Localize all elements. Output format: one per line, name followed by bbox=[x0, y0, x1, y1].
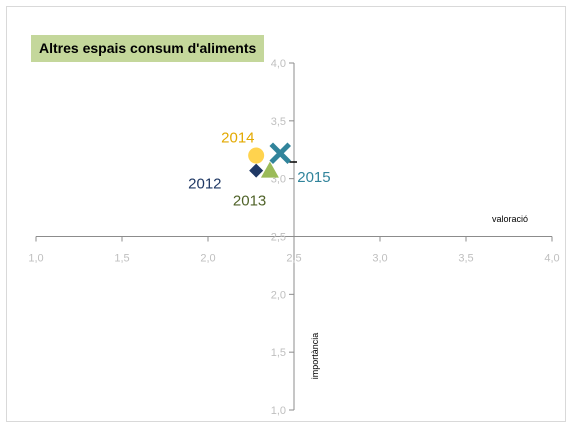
y-tick-label: 3,5 bbox=[271, 116, 286, 128]
data-label-2014: 2014 bbox=[221, 130, 254, 147]
y-tick-label: 1,5 bbox=[271, 347, 286, 359]
y-tick-label: 2,5 bbox=[271, 232, 286, 244]
y-axis-title: importància bbox=[310, 333, 320, 380]
y-tick-label: 2,0 bbox=[271, 289, 286, 301]
x-axis-title: valoració bbox=[492, 214, 528, 224]
data-label-2013: 2013 bbox=[233, 193, 266, 210]
x-tick-label: 1,0 bbox=[28, 253, 43, 265]
chart-title: Altres espais consum d'aliments bbox=[31, 35, 265, 62]
x-tick-label: 3,5 bbox=[458, 253, 473, 265]
marker-2012 bbox=[249, 163, 264, 178]
x-tick-label: 2,0 bbox=[200, 253, 215, 265]
marker-2014 bbox=[248, 147, 265, 164]
data-label-2012: 2012 bbox=[188, 176, 221, 193]
x-tick-label: 3,0 bbox=[372, 253, 387, 265]
x-tick-label: 1,5 bbox=[114, 253, 129, 265]
x-tick-label: 4,0 bbox=[544, 253, 559, 265]
chart-frame bbox=[6, 6, 566, 422]
marker-2013 bbox=[260, 161, 279, 178]
y-tick-label: 1,0 bbox=[271, 405, 286, 417]
data-label-2015: 2015 bbox=[297, 169, 330, 186]
x-tick-label: 2,5 bbox=[286, 253, 301, 265]
y-tick-label: 4,0 bbox=[271, 58, 286, 70]
marker-2015-stroke-b bbox=[269, 142, 292, 164]
